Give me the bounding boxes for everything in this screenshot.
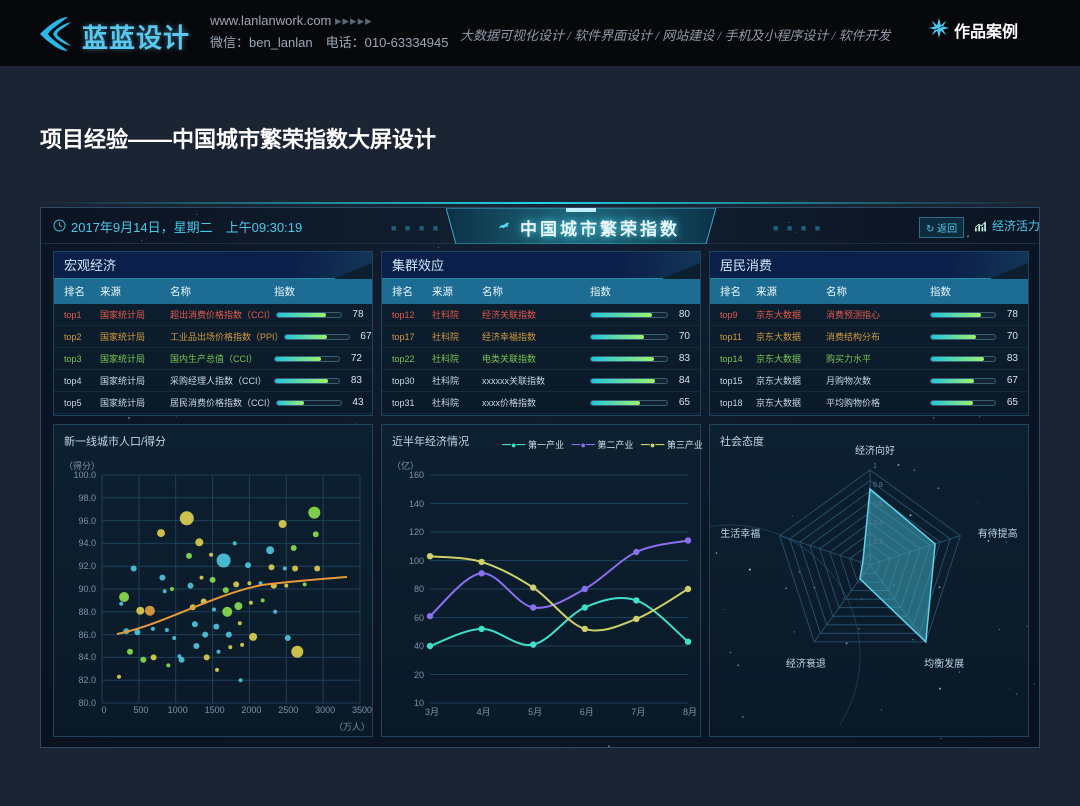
svg-text:0.2: 0.2 — [873, 539, 883, 546]
svg-text:1: 1 — [873, 463, 877, 470]
svg-text:0.6: 0.6 — [873, 501, 883, 508]
svg-text:0.8: 0.8 — [873, 482, 883, 489]
svg-text:0.4: 0.4 — [873, 520, 883, 527]
